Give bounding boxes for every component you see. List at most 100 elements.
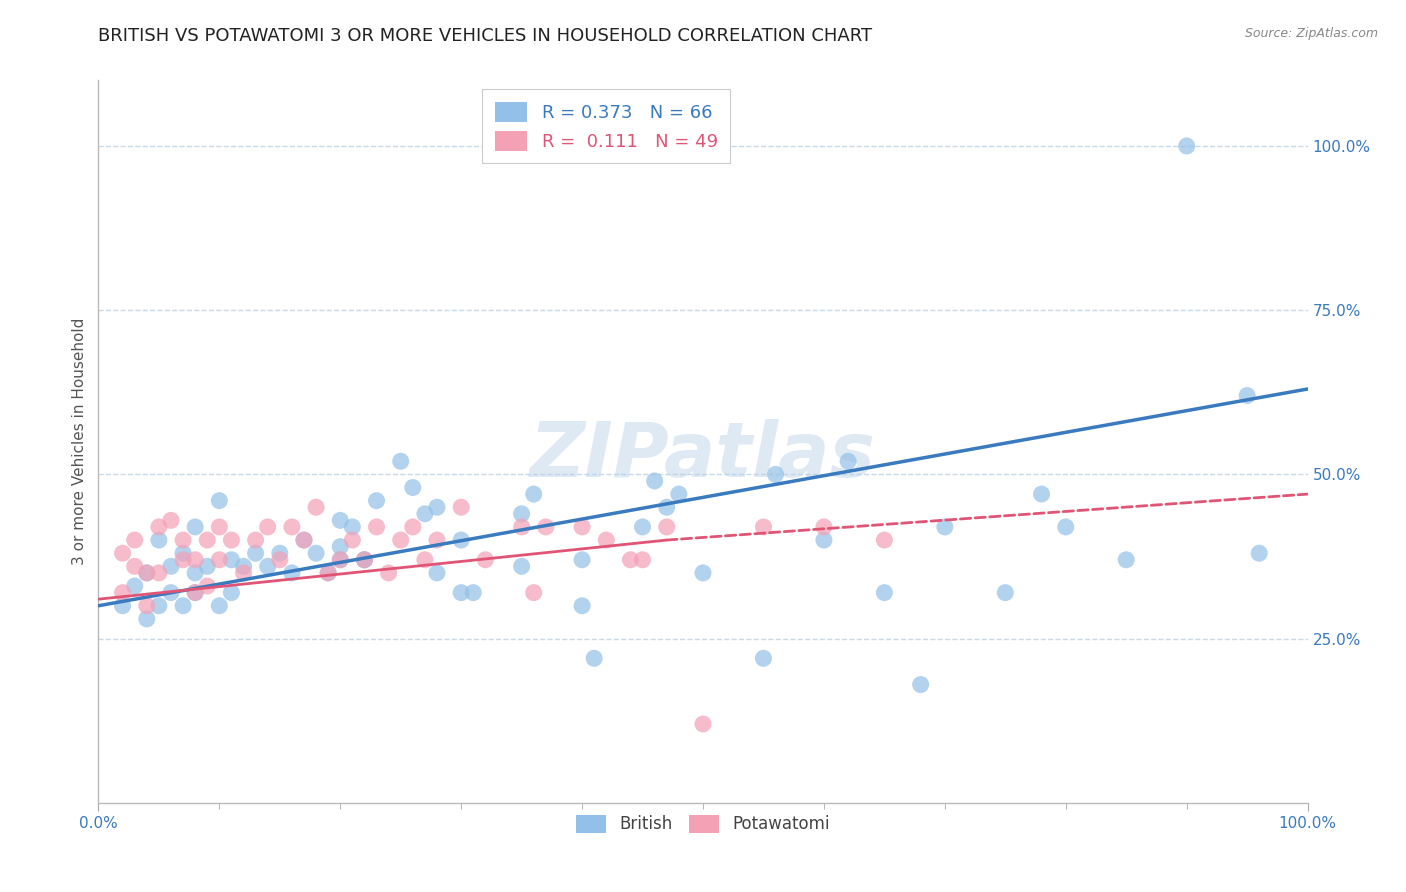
- Point: [195, 559, 218, 574]
- Point: [232, 559, 254, 574]
- Point: [583, 651, 606, 665]
- Point: [523, 585, 546, 599]
- Point: [245, 546, 267, 560]
- Point: [1236, 388, 1258, 402]
- Point: [148, 533, 170, 547]
- Point: [160, 559, 183, 574]
- Point: [450, 585, 472, 599]
- Point: [329, 513, 352, 527]
- Point: [172, 599, 194, 613]
- Point: [256, 520, 278, 534]
- Point: [402, 520, 425, 534]
- Point: [389, 533, 412, 547]
- Point: [124, 579, 146, 593]
- Point: [305, 546, 328, 560]
- Point: [366, 493, 388, 508]
- Point: [450, 500, 472, 515]
- Point: [208, 553, 231, 567]
- Point: [172, 533, 194, 547]
- Point: [172, 553, 194, 567]
- Point: [124, 559, 146, 574]
- Point: [595, 533, 617, 547]
- Point: [208, 493, 231, 508]
- Point: [366, 520, 388, 534]
- Point: [316, 566, 339, 580]
- Point: [1115, 553, 1137, 567]
- Point: [619, 553, 641, 567]
- Point: [221, 553, 243, 567]
- Point: [342, 533, 364, 547]
- Point: [148, 599, 170, 613]
- Point: [208, 599, 231, 613]
- Point: [208, 520, 231, 534]
- Point: [523, 487, 546, 501]
- Point: [571, 520, 593, 534]
- Point: [510, 559, 533, 574]
- Point: [353, 553, 375, 567]
- Point: [316, 566, 339, 580]
- Point: [571, 599, 593, 613]
- Point: [124, 533, 146, 547]
- Point: [184, 585, 207, 599]
- Point: [195, 579, 218, 593]
- Point: [160, 513, 183, 527]
- Point: [281, 566, 304, 580]
- Text: ZIPatlas: ZIPatlas: [530, 419, 876, 493]
- Point: [426, 566, 449, 580]
- Point: [292, 533, 315, 547]
- Point: [534, 520, 557, 534]
- Point: [329, 540, 352, 554]
- Point: [644, 474, 666, 488]
- Point: [148, 566, 170, 580]
- Point: [873, 533, 896, 547]
- Point: [160, 585, 183, 599]
- Point: [184, 553, 207, 567]
- Point: [765, 467, 787, 482]
- Point: [655, 520, 678, 534]
- Point: [305, 500, 328, 515]
- Point: [135, 566, 157, 580]
- Point: [752, 651, 775, 665]
- Point: [413, 553, 436, 567]
- Point: [221, 533, 243, 547]
- Point: [631, 520, 654, 534]
- Point: [994, 585, 1017, 599]
- Point: [510, 520, 533, 534]
- Point: [1249, 546, 1271, 560]
- Point: [329, 553, 352, 567]
- Point: [111, 599, 134, 613]
- Point: [426, 500, 449, 515]
- Point: [837, 454, 859, 468]
- Y-axis label: 3 or more Vehicles in Household: 3 or more Vehicles in Household: [72, 318, 87, 566]
- Point: [934, 520, 956, 534]
- Point: [426, 533, 449, 547]
- Point: [195, 533, 218, 547]
- Point: [752, 520, 775, 534]
- Point: [221, 585, 243, 599]
- Point: [172, 546, 194, 560]
- Point: [389, 454, 412, 468]
- Point: [135, 566, 157, 580]
- Point: [148, 520, 170, 534]
- Point: [269, 546, 291, 560]
- Point: [377, 566, 399, 580]
- Point: [184, 520, 207, 534]
- Point: [135, 599, 157, 613]
- Point: [184, 585, 207, 599]
- Point: [1031, 487, 1053, 501]
- Point: [402, 481, 425, 495]
- Point: [510, 507, 533, 521]
- Point: [353, 553, 375, 567]
- Point: [692, 566, 714, 580]
- Point: [474, 553, 496, 567]
- Point: [135, 612, 157, 626]
- Point: [692, 717, 714, 731]
- Point: [668, 487, 690, 501]
- Text: BRITISH VS POTAWATOMI 3 OR MORE VEHICLES IN HOUSEHOLD CORRELATION CHART: BRITISH VS POTAWATOMI 3 OR MORE VEHICLES…: [98, 27, 873, 45]
- Point: [232, 566, 254, 580]
- Point: [269, 553, 291, 567]
- Point: [1054, 520, 1077, 534]
- Point: [910, 677, 932, 691]
- Point: [256, 559, 278, 574]
- Point: [111, 585, 134, 599]
